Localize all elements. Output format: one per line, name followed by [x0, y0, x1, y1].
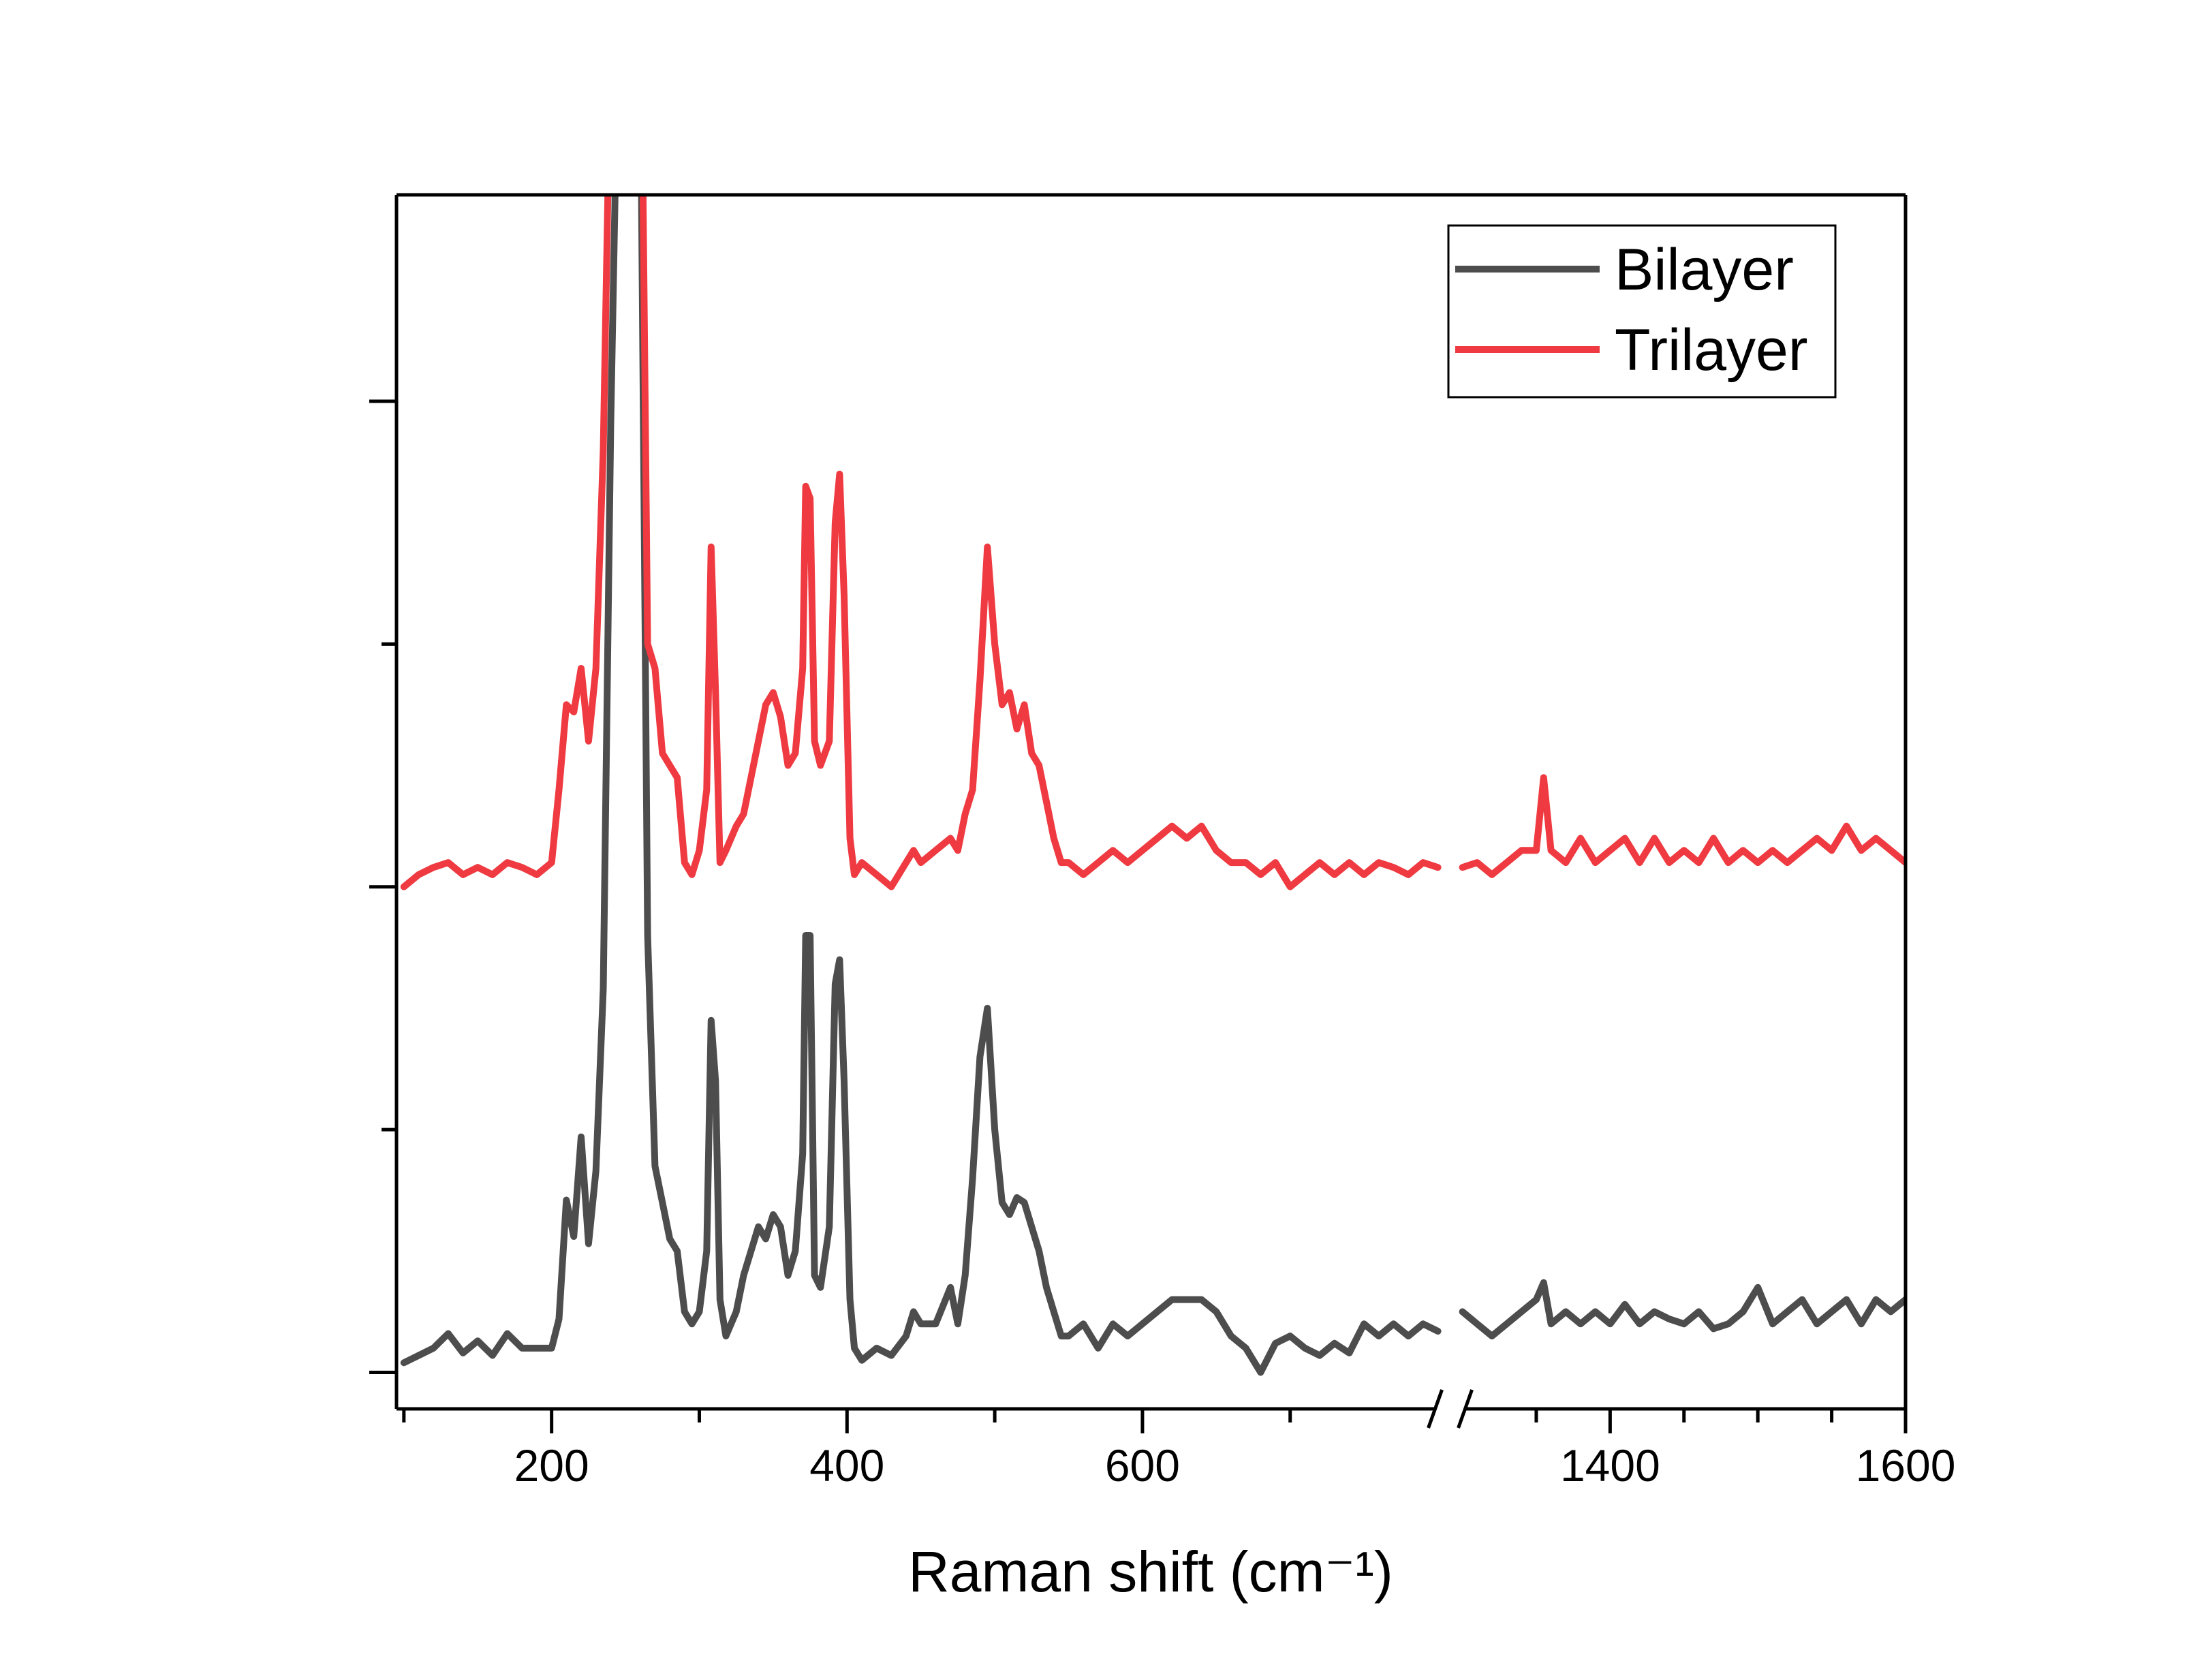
axis-break	[1427, 1389, 1444, 1429]
x-tick-label: 600	[1105, 1440, 1180, 1491]
data-line	[1459, 774, 1906, 878]
legend-label: Trilayer	[1615, 317, 1808, 383]
data-line	[400, 195, 1442, 1376]
legend-box	[1447, 224, 1837, 399]
data-line	[400, 195, 1442, 890]
legend-label: Bilayer	[1615, 237, 1794, 302]
x-tick-label: 1600	[1856, 1440, 1956, 1491]
x-tick-label: 200	[514, 1440, 589, 1491]
x-axis-title: Raman shift (cm⁻¹)	[908, 1540, 1393, 1604]
plot-area	[400, 195, 1906, 1376]
x-tick-label: 400	[809, 1440, 884, 1491]
data-line	[1459, 1279, 1906, 1340]
x-tick-label: 1400	[1560, 1440, 1660, 1491]
axis-break	[1457, 1389, 1474, 1429]
